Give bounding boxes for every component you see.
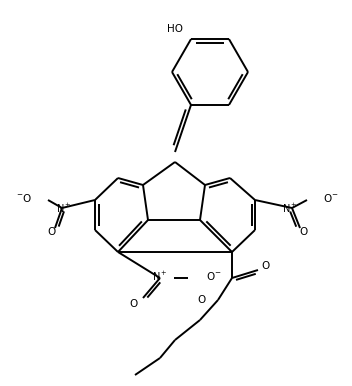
Text: HO: HO bbox=[167, 24, 183, 34]
Text: N$^+$: N$^+$ bbox=[282, 201, 298, 215]
Text: O: O bbox=[47, 227, 55, 237]
Text: N$^+$: N$^+$ bbox=[152, 269, 168, 283]
Text: O$^{-}$: O$^{-}$ bbox=[206, 270, 221, 282]
Text: N$^+$: N$^+$ bbox=[56, 201, 72, 215]
Text: O: O bbox=[300, 227, 308, 237]
Text: O$^{-}$: O$^{-}$ bbox=[323, 192, 339, 204]
Text: O: O bbox=[198, 295, 206, 305]
Text: $^{-}$O: $^{-}$O bbox=[16, 192, 32, 204]
Text: O: O bbox=[129, 299, 137, 309]
Text: O: O bbox=[262, 261, 270, 271]
